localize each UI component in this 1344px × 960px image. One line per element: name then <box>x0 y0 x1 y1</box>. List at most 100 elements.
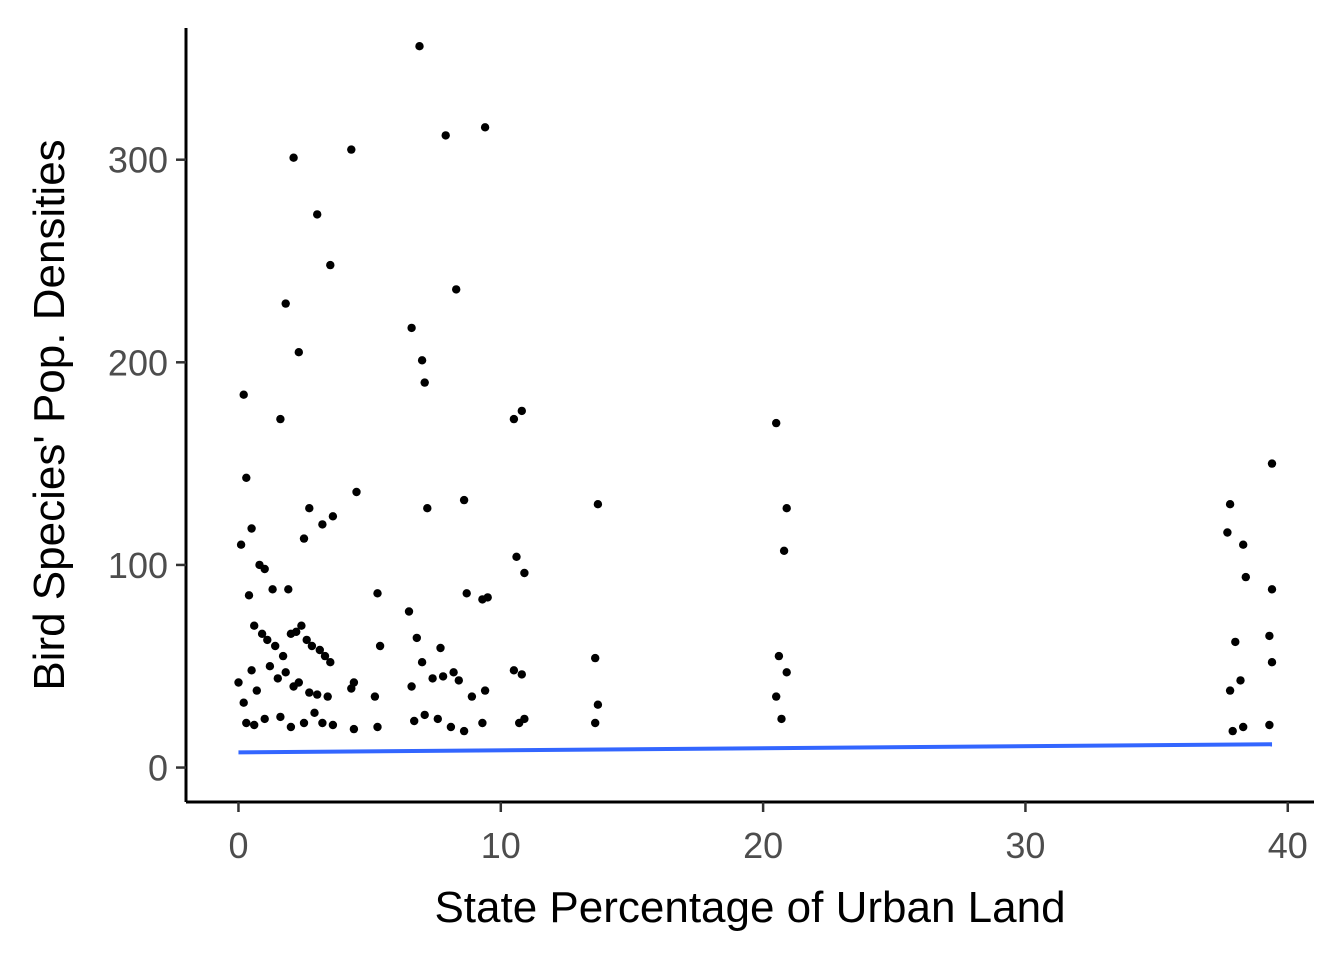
data-point <box>520 568 529 578</box>
data-point <box>1241 572 1251 582</box>
data-point <box>276 414 285 424</box>
data-point <box>373 589 382 598</box>
data-point <box>1267 459 1277 468</box>
data-point <box>284 585 293 594</box>
data-point <box>774 651 784 661</box>
data-point <box>276 712 285 722</box>
data-point <box>480 686 490 695</box>
data-point <box>278 651 288 661</box>
data-point <box>428 674 437 683</box>
data-point <box>407 323 416 333</box>
data-point <box>286 722 296 732</box>
data-point <box>242 718 251 728</box>
data-point <box>777 714 786 724</box>
y-axis-title: Bird Species' Pop. Densities <box>25 139 74 690</box>
data-point <box>1239 540 1248 549</box>
data-point <box>520 714 529 724</box>
data-point <box>1265 631 1274 641</box>
data-point <box>247 666 256 675</box>
data-point <box>467 692 477 701</box>
data-point <box>250 621 259 630</box>
x-tick-label: 20 <box>743 825 783 866</box>
data-point <box>252 686 261 695</box>
data-point <box>593 700 603 709</box>
data-point <box>509 666 519 675</box>
data-point <box>318 718 327 728</box>
data-point <box>247 524 256 533</box>
x-axis-ticks: 0 10 20 30 40 <box>228 802 1308 866</box>
data-point <box>459 726 469 736</box>
data-point <box>347 145 356 154</box>
data-point <box>349 724 359 734</box>
data-point <box>404 607 414 616</box>
trend-line-group <box>238 742 1273 755</box>
data-point <box>441 131 450 140</box>
data-point <box>242 473 251 482</box>
data-point <box>375 641 385 651</box>
data-point <box>320 651 330 661</box>
data-point <box>517 670 526 679</box>
data-point <box>307 641 317 651</box>
data-point <box>323 692 332 701</box>
x-tick-label: 40 <box>1268 825 1308 866</box>
data-point <box>591 718 600 728</box>
data-point <box>423 504 432 513</box>
data-point <box>292 627 301 636</box>
data-point <box>310 708 319 717</box>
data-point <box>273 674 282 683</box>
x-axis-title: State Percentage of Urban Land <box>434 883 1065 932</box>
data-point <box>305 504 314 513</box>
data-point <box>305 688 314 697</box>
data-point <box>1225 500 1235 509</box>
data-point <box>1223 528 1232 537</box>
data-point <box>593 500 603 509</box>
data-point <box>373 722 382 732</box>
data-point <box>446 722 456 732</box>
data-point <box>438 672 448 681</box>
trend-line <box>238 742 1273 755</box>
y-tick-label: 0 <box>148 748 168 789</box>
data-point <box>782 668 791 677</box>
data-point <box>478 718 487 728</box>
data-point <box>257 629 267 638</box>
data-point <box>271 641 280 651</box>
data-point <box>294 678 303 687</box>
data-point <box>772 692 781 701</box>
data-point <box>1225 686 1235 695</box>
data-point <box>315 645 324 655</box>
data-point <box>313 210 322 219</box>
y-tick-label: 200 <box>108 342 168 383</box>
y-tick-label: 100 <box>108 545 168 586</box>
data-point <box>452 285 461 294</box>
data-point <box>782 504 791 513</box>
data-point <box>299 534 309 543</box>
data-point <box>412 633 421 643</box>
data-point <box>415 42 424 51</box>
data-point <box>265 662 275 671</box>
data-point <box>480 123 490 132</box>
data-point <box>417 356 427 365</box>
data-point <box>370 692 380 701</box>
data-point <box>326 658 335 667</box>
data-point <box>299 718 309 728</box>
data-point <box>1267 658 1277 667</box>
data-point <box>420 378 429 387</box>
data-point <box>462 589 471 598</box>
x-tick-label: 30 <box>1005 825 1045 866</box>
data-point <box>239 390 248 399</box>
data-point <box>250 720 259 730</box>
data-point <box>318 520 327 529</box>
data-point <box>294 348 303 357</box>
data-point <box>328 512 338 521</box>
data-point <box>268 585 277 594</box>
data-point <box>420 710 429 720</box>
data-point <box>289 153 298 162</box>
data-point <box>517 406 526 416</box>
data-point <box>591 653 600 663</box>
data-point <box>234 678 243 687</box>
data-point <box>347 684 356 693</box>
data-point <box>302 635 311 645</box>
x-tick-label: 10 <box>481 825 521 866</box>
y-axis-ticks: 0 100 200 300 <box>108 140 186 789</box>
